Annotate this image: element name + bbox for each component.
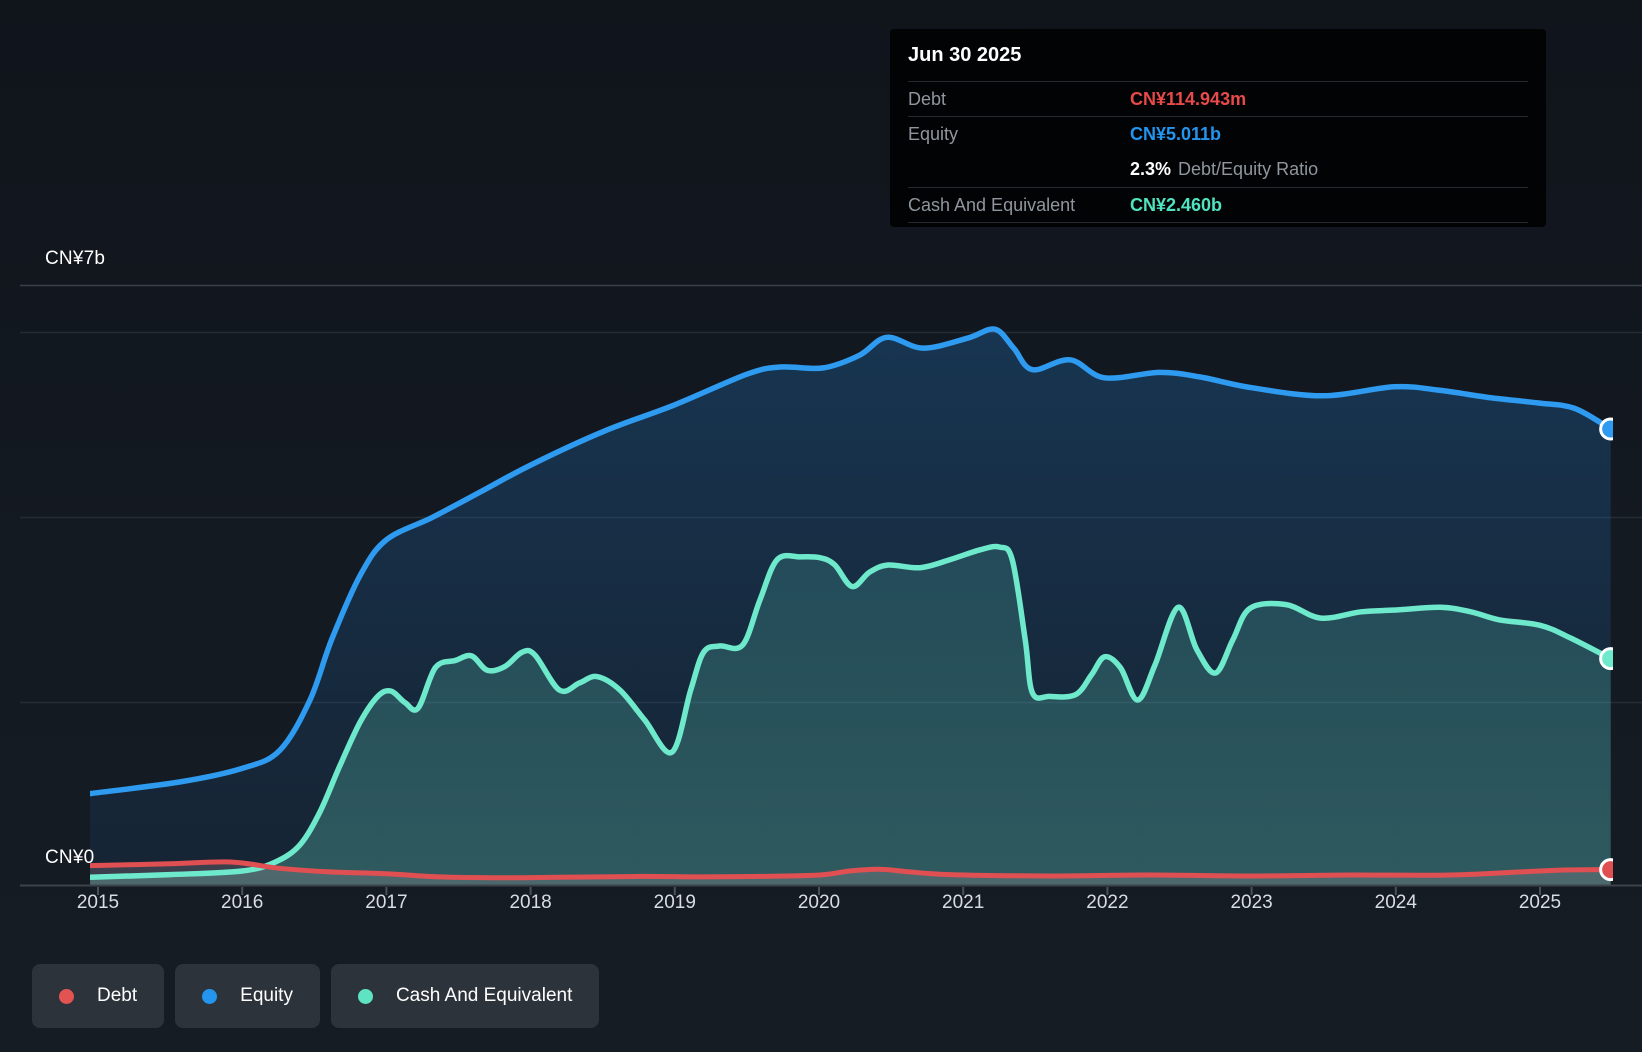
- debt-series-dot-icon: [59, 988, 74, 1004]
- tooltip-ratio-value: 2.3%: [1130, 158, 1172, 179]
- cash-area: [90, 546, 1611, 886]
- legend-toggle-equity[interactable]: Equity: [175, 964, 320, 1028]
- tooltip-equity-value: CN¥5.011b: [1130, 123, 1222, 144]
- y-axis-label-max: CN¥7b: [45, 248, 106, 269]
- cash-line: [90, 543, 1613, 881]
- tooltip-ratio-label: Debt/Equity Ratio: [1178, 158, 1319, 179]
- equity-series-dot-icon: [202, 988, 218, 1004]
- x-axis-ticks: 2015 2016 2017 2018 2019 2020 2021 2022 2023 2024…: [77, 887, 1561, 913]
- tooltip-date: Jun 30 2025: [908, 43, 1022, 66]
- x-axis-label-2017: 2017: [365, 892, 407, 913]
- x-axis-label-2022: 2022: [1086, 892, 1128, 913]
- equity-line: [90, 326, 1613, 797]
- tooltip-cash-value: CN¥2.460b: [1130, 194, 1223, 215]
- tooltip-debt-value: CN¥114.943m: [1130, 88, 1247, 109]
- legend-toggle-debt[interactable]: Debt: [32, 964, 165, 1028]
- tooltip-ratio-row: 2.3% Debt/Equity Ratio: [908, 151, 1528, 187]
- x-axis-label-2021: 2021: [942, 892, 984, 913]
- debt-line: [90, 859, 1613, 881]
- legend-label: Equity: [240, 985, 293, 1006]
- x-axis-label-2024: 2024: [1375, 892, 1418, 913]
- legend-label: Cash And Equivalent: [395, 985, 573, 1006]
- tooltip-cash-row: Cash And Equivalent CN¥2.460b: [908, 187, 1528, 223]
- tooltip-equity-label: Equity: [908, 123, 959, 144]
- chart-tooltip: Jun 30 2025 Debt CN¥114.943m Equity CN¥5…: [890, 29, 1546, 227]
- debt-end-marker: [1599, 858, 1613, 882]
- x-axis-label-2018: 2018: [509, 892, 551, 913]
- legend-toggle-cash[interactable]: Cash And Equivalent: [330, 964, 600, 1028]
- y-axis-label-zero: CN¥0: [45, 847, 95, 868]
- x-axis-label-2023: 2023: [1230, 892, 1272, 913]
- tooltip-cash-label: Cash And Equivalent: [908, 194, 1076, 215]
- cash-end-marker: [1599, 647, 1613, 671]
- equity-end-marker: [1599, 417, 1613, 441]
- legend-label: Debt: [97, 985, 138, 1006]
- tooltip-debt-row: Debt CN¥114.943m: [908, 81, 1528, 116]
- tooltip-equity-row: Equity CN¥5.011b: [908, 116, 1528, 151]
- x-axis-label-2016: 2016: [221, 892, 263, 913]
- x-axis-label-2025: 2025: [1519, 892, 1561, 913]
- chart-legend: Debt Equity Cash And Equivalent: [32, 964, 600, 1028]
- x-axis-label-2020: 2020: [798, 892, 840, 913]
- x-axis-label-2015: 2015: [77, 892, 119, 913]
- plot-area: [90, 326, 1613, 886]
- cash-series-dot-icon: [357, 988, 373, 1004]
- tooltip-debt-label: Debt: [908, 88, 947, 109]
- x-axis-label-2019: 2019: [654, 892, 696, 913]
